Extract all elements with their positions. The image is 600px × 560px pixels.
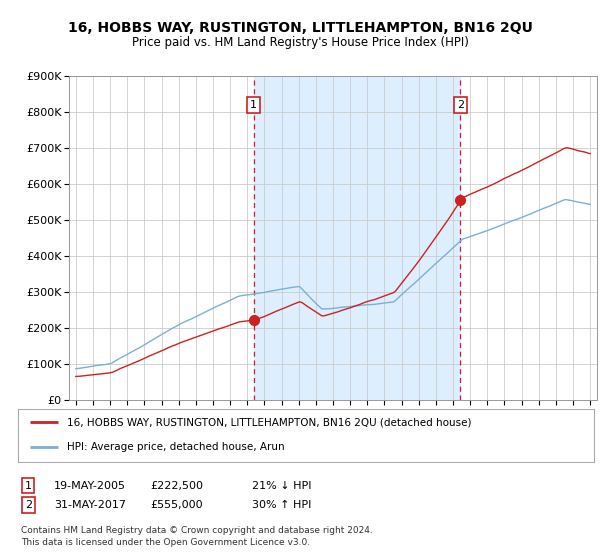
Text: 2: 2 xyxy=(457,100,464,110)
Text: 21% ↓ HPI: 21% ↓ HPI xyxy=(252,480,311,491)
Text: This data is licensed under the Open Government Licence v3.0.: This data is licensed under the Open Gov… xyxy=(21,538,310,547)
Text: 30% ↑ HPI: 30% ↑ HPI xyxy=(252,500,311,510)
Text: £555,000: £555,000 xyxy=(150,500,203,510)
Text: Contains HM Land Registry data © Crown copyright and database right 2024.: Contains HM Land Registry data © Crown c… xyxy=(21,526,373,535)
Text: Price paid vs. HM Land Registry's House Price Index (HPI): Price paid vs. HM Land Registry's House … xyxy=(131,36,469,49)
Text: 1: 1 xyxy=(250,100,257,110)
Text: HPI: Average price, detached house, Arun: HPI: Average price, detached house, Arun xyxy=(67,442,284,452)
Bar xyxy=(254,76,460,400)
Text: £222,500: £222,500 xyxy=(150,480,203,491)
Text: 31-MAY-2017: 31-MAY-2017 xyxy=(54,500,126,510)
Text: 2: 2 xyxy=(25,500,32,510)
Text: 16, HOBBS WAY, RUSTINGTON, LITTLEHAMPTON, BN16 2QU: 16, HOBBS WAY, RUSTINGTON, LITTLEHAMPTON… xyxy=(68,21,532,35)
Text: 1: 1 xyxy=(25,480,32,491)
Text: 16, HOBBS WAY, RUSTINGTON, LITTLEHAMPTON, BN16 2QU (detached house): 16, HOBBS WAY, RUSTINGTON, LITTLEHAMPTON… xyxy=(67,417,472,427)
Text: 19-MAY-2005: 19-MAY-2005 xyxy=(54,480,126,491)
